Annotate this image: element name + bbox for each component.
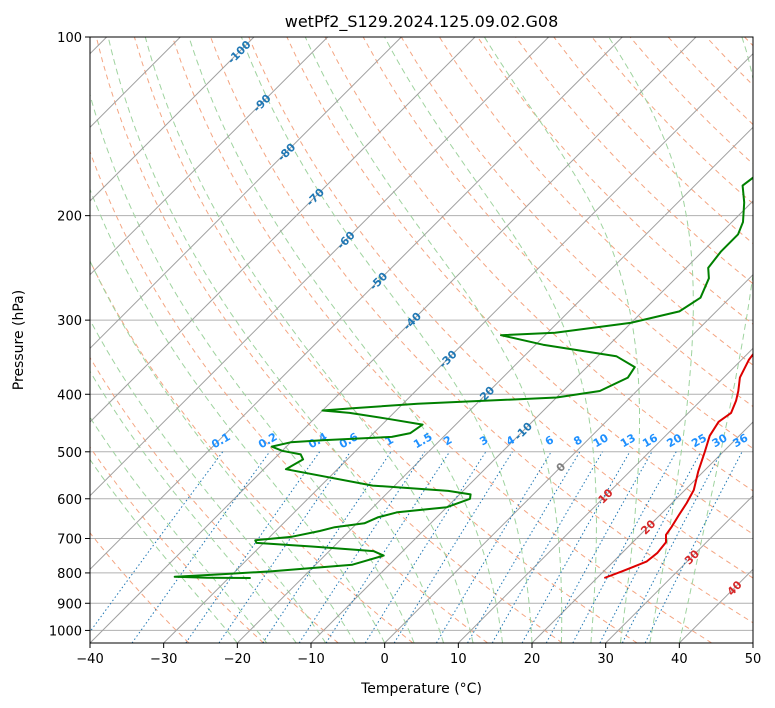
isotherm [310, 200, 753, 643]
dry-adiabat [515, 37, 753, 285]
mixing-ratio-line [262, 451, 392, 643]
dry-adiabat [90, 532, 190, 643]
x-tick-label: 10 [450, 652, 467, 667]
x-tick-label: −10 [297, 652, 324, 667]
moist-adiabat [90, 416, 268, 643]
x-tick-label: 50 [745, 652, 762, 667]
plot-area: -100-90-80-70-60-50-40-30-20-10010203040… [90, 37, 753, 643]
dry-adiabat [90, 150, 488, 643]
temperature-profile-line [603, 352, 753, 579]
plot-frame [89, 36, 754, 644]
mixing-ratio-line [185, 451, 321, 643]
dry-adiabat [210, 37, 753, 624]
y-tick-label: 700 [57, 533, 82, 548]
isotherm [90, 37, 402, 350]
dry-adiabat [400, 37, 753, 408]
x-tick-label: −30 [150, 652, 177, 667]
y-tick-label: 1000 [49, 624, 82, 639]
mixing-ratio-line [131, 451, 271, 643]
mixing-ratio-lines [90, 451, 743, 643]
dry-adiabat [95, 37, 563, 643]
y-axis-label: Pressure (hPa) [11, 290, 27, 390]
isotherm [531, 421, 753, 643]
y-tick-label: 600 [57, 493, 82, 508]
moist-adiabat [90, 458, 238, 643]
y-tick-label: 900 [57, 597, 82, 612]
pressure-gridlines [90, 37, 753, 631]
moist-adiabat [90, 370, 297, 643]
moist-adiabat [304, 37, 563, 643]
dry-adiabat [133, 37, 638, 643]
chart-title: wetPf2_S129.2024.125.09.02.G08 [285, 12, 559, 32]
moist-adiabat [483, 37, 640, 643]
isotherm [90, 37, 623, 571]
mixing-ratio-line [218, 451, 351, 643]
mixing-ratio-line [521, 451, 631, 643]
x-axis-ticks: −40 −30 −20 −10 0 10 20 30 40 50 [76, 643, 761, 667]
moist-adiabat [608, 37, 694, 643]
y-tick-label: 300 [57, 314, 82, 329]
x-axis-label: Temperature (°C) [360, 681, 482, 697]
mixing-ratio-line [364, 451, 487, 643]
moist-adiabat [240, 37, 533, 643]
y-tick-label: 800 [57, 567, 82, 582]
isotherm [90, 37, 255, 202]
dewpoint-profile-line [173, 176, 753, 579]
x-tick-label: −20 [224, 652, 251, 667]
dry-adiabat [90, 446, 264, 643]
isotherm [457, 347, 753, 643]
y-tick-label: 100 [57, 31, 82, 46]
y-axis-ticks: 100 200 300 400 500 600 700 800 900 1000 [49, 31, 90, 639]
moist-adiabat [384, 37, 597, 643]
moist-adiabat [678, 37, 753, 643]
dry-adiabat [90, 356, 339, 643]
x-tick-label: 30 [597, 652, 614, 667]
isotherm [384, 273, 753, 643]
x-tick-label: 20 [524, 652, 541, 667]
moist-adiabat [188, 37, 503, 643]
sounding-series [173, 176, 753, 579]
mixing-ratio-line [644, 451, 743, 643]
moist-adiabat [90, 319, 327, 643]
y-tick-label: 400 [57, 388, 82, 403]
mixing-ratio-line [572, 451, 677, 643]
dry-adiabat [362, 37, 753, 450]
isotherm [236, 126, 753, 643]
x-tick-label: 0 [381, 652, 389, 667]
moist-adiabats [90, 37, 753, 643]
y-tick-label: 500 [57, 446, 82, 461]
moist-adiabat [90, 188, 386, 643]
mixing-ratio-line [325, 451, 451, 643]
x-tick-label: 40 [671, 652, 688, 667]
moist-adiabat [90, 259, 356, 643]
isotherm [605, 494, 753, 643]
moist-adiabat [144, 37, 474, 643]
isotherm [90, 37, 329, 276]
y-tick-label: 200 [57, 210, 82, 225]
mixing-ratio-line [435, 451, 552, 643]
dry-adiabat [172, 37, 712, 643]
mixing-ratio-line [90, 451, 224, 633]
isotherm [90, 37, 550, 497]
isotherms [90, 37, 753, 643]
dry-adiabat [248, 37, 753, 579]
isotherm [90, 37, 476, 423]
x-tick-label: −40 [76, 652, 103, 667]
isotherm [90, 37, 697, 643]
isotherm [163, 52, 753, 643]
mixing-ratio-line [545, 451, 653, 643]
moist-adiabat [107, 37, 445, 643]
